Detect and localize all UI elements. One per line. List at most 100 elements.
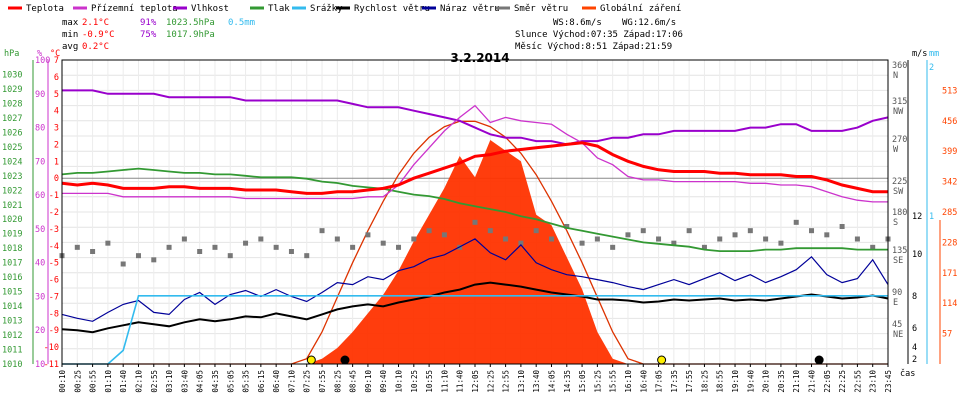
axis-humidity-tick: 10 bbox=[35, 360, 45, 370]
axis-pressure-tick: 1012 bbox=[2, 331, 22, 341]
axis-humidity-tick: 40 bbox=[35, 259, 45, 269]
x-tick-label-41: 17:55 bbox=[685, 370, 694, 393]
axis-radiation-tick: 171 bbox=[942, 269, 957, 279]
legend-label-6: Náraz větru bbox=[440, 4, 500, 14]
series-radiation-area bbox=[62, 140, 888, 364]
x-tick-label-43: 18:55 bbox=[716, 370, 725, 393]
stats-block: max 2.1°C 91% 1023.5hPa 0.5mm min -0.9°C 75% 101… bbox=[62, 18, 255, 52]
x-tick-label-32: 14:05 bbox=[547, 370, 556, 393]
axis-pressure-tick: 1010 bbox=[2, 360, 22, 370]
axis-humidity-tick: 20 bbox=[35, 326, 45, 336]
legend-label-4: Srážky bbox=[310, 4, 343, 14]
x-tick-label-6: 02:55 bbox=[150, 370, 159, 393]
axis-temp-tick: -3 bbox=[49, 225, 59, 235]
axis-ws-tick: 2 bbox=[912, 355, 917, 365]
wind-dir-point-13 bbox=[258, 236, 264, 242]
axis-temp-tick: -1 bbox=[49, 191, 59, 201]
moonset-marker bbox=[814, 355, 824, 365]
x-tick-label-40: 17:35 bbox=[670, 370, 679, 393]
axis-pressure-tick: 1019 bbox=[2, 230, 22, 240]
series-humidity bbox=[62, 89, 889, 146]
wind-dir-point-34 bbox=[579, 240, 585, 246]
x-tick-label-47: 20:35 bbox=[777, 370, 786, 393]
wind-dir-point-40 bbox=[671, 240, 677, 246]
wind-dir-point-12 bbox=[243, 240, 249, 246]
axis-pressure-tick: 1022 bbox=[2, 186, 22, 196]
wind-dir-point-30 bbox=[518, 240, 524, 246]
x-tick-label-8: 03:40 bbox=[180, 370, 189, 393]
axis-temp-tick: 6 bbox=[54, 73, 59, 83]
x-tick-label-17: 07:55 bbox=[318, 370, 327, 393]
legend-label-8: Globální záření bbox=[600, 4, 681, 14]
legend-label-0: Teplota bbox=[26, 4, 64, 14]
wind-dir-point-11 bbox=[227, 253, 233, 259]
stats-temp-2: 0.2°C bbox=[82, 42, 109, 52]
axis-pressure-label: hPa bbox=[4, 49, 19, 59]
axis-pressure-tick: 1030 bbox=[2, 70, 22, 80]
wind-dir-point-15 bbox=[288, 249, 294, 254]
moonrise-marker bbox=[340, 355, 350, 365]
wind-dir-point-19 bbox=[350, 244, 356, 250]
axis-dir-deg: 360 bbox=[892, 61, 907, 71]
axis-dir-name: SW bbox=[893, 187, 904, 197]
x-tick-label-0: 00:10 bbox=[58, 370, 67, 393]
wind-dir-point-36 bbox=[610, 244, 616, 250]
axis-temp-label: °C bbox=[50, 49, 60, 59]
stats-temp-0: 2.1°C bbox=[82, 18, 109, 28]
x-tick-label-20: 09:10 bbox=[364, 370, 373, 393]
info-block: WS:8.6m/s WG:12.6m/s Slunce Východ:07:35 Z… bbox=[515, 18, 683, 52]
wind-dir-point-37 bbox=[625, 232, 631, 238]
axis-humidity-tick: 60 bbox=[35, 191, 45, 201]
axis-temp-tick: -9 bbox=[49, 326, 59, 336]
x-tick-label-9: 04:05 bbox=[196, 370, 205, 393]
legend-label-5: Rychlost větru bbox=[354, 4, 430, 14]
wind-dir-point-25 bbox=[441, 232, 447, 238]
stats-pres-0: 1023.5hPa bbox=[166, 18, 215, 28]
wind-dir-point-46 bbox=[763, 236, 769, 242]
axis-dir-deg: 180 bbox=[892, 208, 907, 218]
axis-pressure-tick: 1018 bbox=[2, 244, 22, 254]
x-tick-label-25: 11:10 bbox=[440, 370, 449, 393]
x-tick-label-51: 22:25 bbox=[838, 370, 847, 393]
wind-dir-point-9 bbox=[197, 249, 203, 254]
axis-humidity-tick: 70 bbox=[35, 157, 45, 167]
x-tick-label-34: 15:05 bbox=[578, 370, 587, 393]
axis-temp-tick: 2 bbox=[54, 140, 59, 150]
axis-wind-label: m/s bbox=[912, 49, 927, 59]
wind-dir-point-2 bbox=[90, 249, 96, 254]
series-temperature bbox=[61, 141, 888, 195]
axis-humidity-tick: 80 bbox=[35, 124, 45, 134]
legend: Teplota Přízemní teplota Vlhkost Tlak Srážky… bbox=[8, 4, 681, 14]
axis-dir-name: S bbox=[893, 218, 898, 228]
axis-dir-deg: 315 bbox=[892, 97, 907, 107]
axis-pressure-tick: 1015 bbox=[2, 288, 22, 298]
axis-pressure-tick: 1021 bbox=[2, 201, 22, 211]
wind-dir-point-20 bbox=[365, 232, 371, 238]
wind-dir-point-41 bbox=[686, 228, 692, 234]
wind-dir-point-5 bbox=[135, 253, 141, 259]
legend-label-3: Tlak bbox=[268, 4, 290, 14]
wind-dir-point-4 bbox=[120, 261, 126, 267]
wind-dir-point-43 bbox=[717, 236, 723, 242]
axis-radiation-tick: 399 bbox=[942, 147, 957, 157]
series-gust bbox=[61, 238, 889, 322]
axis-ws-tick: 10 bbox=[912, 250, 922, 260]
x-tick-label-31: 13:40 bbox=[532, 370, 541, 393]
wind-dir-point-51 bbox=[839, 224, 845, 229]
wind-dir-point-35 bbox=[594, 236, 600, 242]
legend-label-7: Směr větru bbox=[514, 4, 568, 14]
wind-dir-point-17 bbox=[319, 228, 325, 234]
sunset-marker bbox=[657, 355, 667, 365]
x-tick-label-1: 00:25 bbox=[73, 370, 82, 393]
axis-humidity-tick: 100 bbox=[35, 56, 50, 66]
axis-dir-name: W bbox=[893, 145, 899, 155]
stats-rain-0: 0.5mm bbox=[228, 18, 255, 28]
wind-dir-point-18 bbox=[334, 236, 340, 242]
x-tick-label-19: 08:45 bbox=[349, 370, 358, 393]
x-tick-label-12: 05:35 bbox=[242, 370, 251, 393]
wind-dir-point-7 bbox=[166, 244, 172, 250]
x-axis-label: čas bbox=[900, 368, 915, 379]
x-tick-label-38: 16:40 bbox=[639, 370, 648, 393]
stats-label-1: min bbox=[62, 30, 78, 40]
